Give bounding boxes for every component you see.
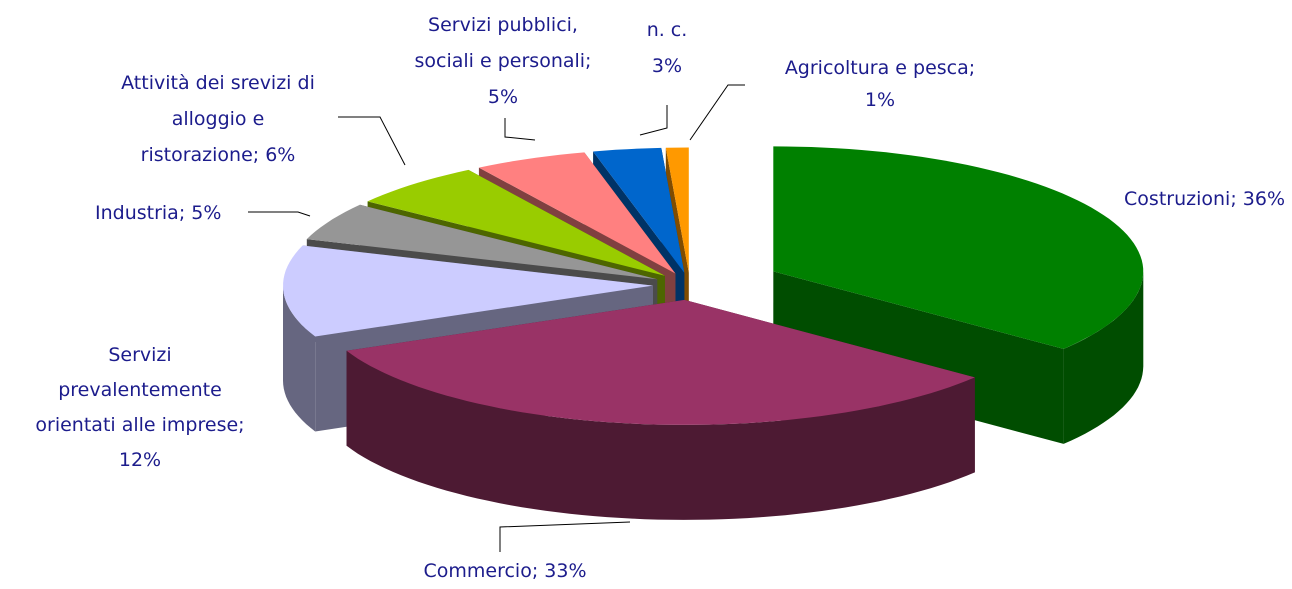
slice-wall <box>283 285 316 432</box>
data-label: Costruzioni; 36% <box>1124 188 1285 210</box>
slice <box>478 152 676 274</box>
leader-line <box>689 84 745 141</box>
leader-lines <box>248 84 745 552</box>
data-label: Agricoltura e pesca; 1% <box>784 57 976 111</box>
slice <box>665 147 689 273</box>
slice <box>773 146 1144 349</box>
slice <box>367 169 665 276</box>
slice-wall <box>346 350 975 520</box>
data-label: Attività dei srevizi di alloggio e risto… <box>121 72 315 166</box>
leader-line <box>639 105 668 136</box>
data-label: Commercio; 33% <box>423 560 587 582</box>
slice-side <box>773 271 1064 444</box>
data-label: Industria; 5% <box>95 202 222 224</box>
leader-line <box>499 521 631 552</box>
leader-line <box>338 116 406 166</box>
slice-wall <box>1063 271 1144 444</box>
slice <box>283 245 653 337</box>
slice <box>306 204 658 280</box>
data-label: n. c. 3% <box>646 19 688 77</box>
slice <box>346 299 975 425</box>
data-label: Servizi pubblici, sociali e personali; 5… <box>414 14 592 108</box>
slices <box>283 146 1144 520</box>
slice <box>593 147 685 273</box>
data-label: Servizi prevalentemente orientati alle i… <box>35 344 245 471</box>
leader-line <box>504 118 536 141</box>
leader-line <box>248 211 311 217</box>
